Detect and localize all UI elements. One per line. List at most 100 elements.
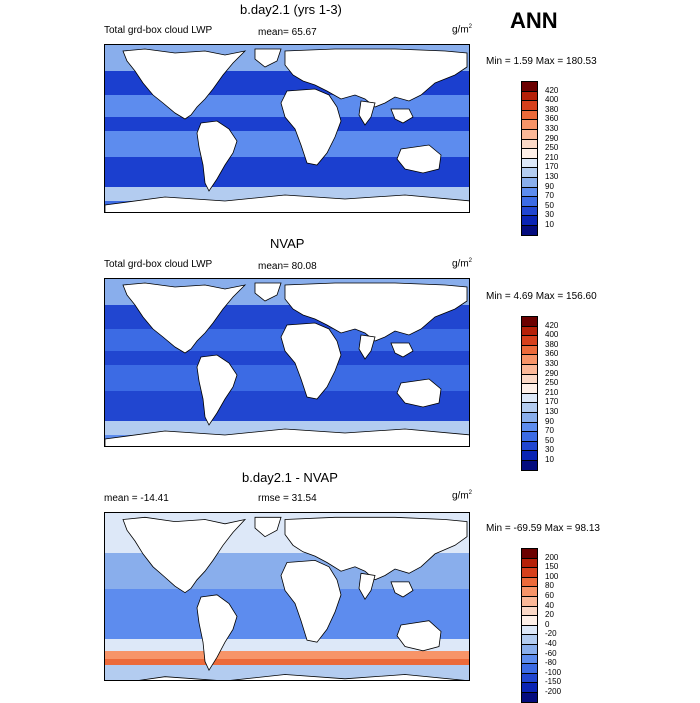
colorbar-tick-label: 420 xyxy=(545,320,559,330)
landmass-africa xyxy=(280,88,342,166)
colorbar-tick-label: 60 xyxy=(545,591,554,600)
colorbar-tick-label: 360 xyxy=(545,349,559,359)
colorbar-tick-label: 170 xyxy=(545,397,559,407)
landmass-greenland xyxy=(254,516,282,538)
unit-label: g/m2 xyxy=(452,490,473,502)
season-label: ANN xyxy=(510,8,558,33)
colorbar-tick-label: -150 xyxy=(545,677,562,687)
landmass-antarctica xyxy=(139,674,465,680)
landmass-india xyxy=(358,572,376,600)
landmass-se-asia xyxy=(390,342,414,358)
colorbar-tick-label: -80 xyxy=(545,658,557,668)
map-model-svg xyxy=(105,45,469,212)
mean-value: mean = -14.41 xyxy=(104,493,169,504)
colorbar-tick-label: 250 xyxy=(545,378,559,388)
colorbar-tick-label: 10 xyxy=(545,455,554,464)
landmass-antarctica xyxy=(105,428,469,446)
landmass-africa xyxy=(280,559,342,643)
colorbar-tick-label: 380 xyxy=(545,104,559,114)
min-max-label: Min = 1.59 Max = 180.53 xyxy=(486,56,597,67)
colorbar-tick-label: 360 xyxy=(545,114,559,124)
colorbar-tick-label: 290 xyxy=(545,133,559,143)
landmass-antarctica xyxy=(105,194,469,212)
colorbar-tick-label: 330 xyxy=(545,359,559,368)
colorbar-tick-label: 420 xyxy=(545,85,559,95)
field-label: Total grd-box cloud LWP xyxy=(104,259,213,270)
colorbar-tick-label: 80 xyxy=(545,581,554,591)
colorbar-tick-label: 200 xyxy=(545,552,559,562)
landmass-australia xyxy=(396,378,442,408)
colorbar-tick-label: 170 xyxy=(545,162,559,172)
colorbar-tick-label: 20 xyxy=(545,610,554,620)
unit-label: g/m2 xyxy=(452,24,473,36)
field-label: Total grd-box cloud LWP xyxy=(104,25,213,36)
landmass-north-america xyxy=(122,282,247,354)
landmass-india xyxy=(358,334,376,360)
colorbar-swatch xyxy=(521,225,538,236)
panel-title: b.day2.1 (yrs 1-3) xyxy=(240,2,342,17)
landmass-south-america xyxy=(196,354,238,426)
colorbar-tick-label: 90 xyxy=(545,416,554,426)
mean-value: mean= 80.08 xyxy=(258,261,317,272)
landmass-south-america xyxy=(196,594,238,672)
colorbar-tick-label: -20 xyxy=(545,629,557,639)
unit-label: g/m2 xyxy=(452,258,473,270)
colorbar-tick-label: 400 xyxy=(545,95,559,105)
panel-title: b.day2.1 - NVAP xyxy=(242,470,338,485)
colorbar-tick-label: 0 xyxy=(545,619,550,629)
landmass-se-asia xyxy=(390,581,414,598)
rmse-value: rmse = 31.54 xyxy=(258,493,317,504)
min-max-label: Min = -69.59 Max = 98.13 xyxy=(486,523,600,534)
colorbar-swatch xyxy=(521,460,538,471)
colorbar-tick-label: 100 xyxy=(545,571,559,581)
colorbar-tick-label: -40 xyxy=(545,639,557,648)
colorbar-tick-label: 210 xyxy=(545,387,559,397)
landmass-europe-asia xyxy=(284,48,468,108)
colorbar-tick-label: 400 xyxy=(545,330,559,340)
mean-value: mean= 65.67 xyxy=(258,27,317,38)
itcz-band xyxy=(105,351,469,365)
colorbar-swatch xyxy=(521,692,538,703)
landmass-europe-asia xyxy=(284,282,468,342)
colorbar-tick-label: 50 xyxy=(545,435,554,445)
map-obs xyxy=(104,278,470,447)
landmass-greenland xyxy=(254,48,282,68)
southern-ocean-strong xyxy=(105,659,469,665)
colorbar-tick-label: 70 xyxy=(545,426,554,436)
colorbar-tick-label: 90 xyxy=(545,181,554,191)
colorbar-tick-label: 250 xyxy=(545,143,559,153)
south-light-band xyxy=(105,639,469,651)
landmass-africa xyxy=(280,322,342,400)
colorbar xyxy=(521,548,538,703)
colorbar-tick-label: 330 xyxy=(545,124,559,133)
min-max-label: Min = 4.69 Max = 156.60 xyxy=(486,291,597,302)
landmass-europe-asia xyxy=(284,516,468,581)
map-obs-svg xyxy=(105,279,469,446)
landmass-north-america xyxy=(122,48,247,120)
colorbar xyxy=(521,316,538,471)
colorbar-tick-label: 10 xyxy=(545,220,554,229)
colorbar-tick-label: -100 xyxy=(545,667,562,677)
itcz-band xyxy=(105,117,469,131)
colorbar xyxy=(521,81,538,236)
map-diff-svg xyxy=(105,513,469,680)
colorbar-tick-label: 210 xyxy=(545,152,559,162)
map-diff xyxy=(104,512,470,681)
landmass-south-america xyxy=(196,120,238,192)
colorbar-tick-label: 130 xyxy=(545,407,559,416)
panel-title: NVAP xyxy=(270,236,305,251)
map-model xyxy=(104,44,470,213)
landmass-india xyxy=(358,100,376,126)
landmass-australia xyxy=(396,144,442,174)
colorbar-tick-label: -60 xyxy=(545,648,557,658)
colorbar-tick-label: 40 xyxy=(545,600,554,610)
landmass-greenland xyxy=(254,282,282,302)
colorbar-tick-label: 380 xyxy=(545,339,559,349)
landmass-north-america xyxy=(122,516,247,594)
colorbar-tick-label: 290 xyxy=(545,368,559,378)
colorbar-tick-label: 70 xyxy=(545,191,554,201)
colorbar-tick-label: 30 xyxy=(545,210,554,220)
colorbar-tick-label: 130 xyxy=(545,172,559,181)
landmass-se-asia xyxy=(390,108,414,124)
colorbar-tick-label: 50 xyxy=(545,200,554,210)
